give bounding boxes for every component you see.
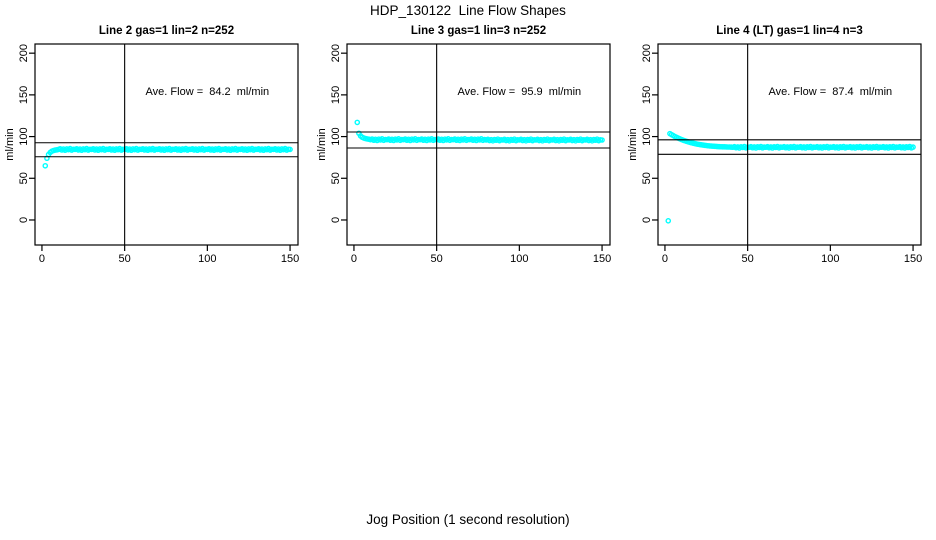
data-point [287,146,293,153]
x-axis: 0 50 100 150 [351,245,611,265]
y-axis: 0 50 100 150 200 [18,44,35,223]
x-tick-label: 150 [593,253,611,265]
x-axis-title: Jog Position (1 second resolution) [366,512,570,527]
flow-panel-line-3: Line 3 gas=1 lin=3 n=252 0 50 100 150 0 50 100 1… [316,25,611,265]
panel-title: Line 2 gas=1 lin=2 n=252 [99,25,234,37]
y-tick-label: 150 [330,86,342,104]
x-axis: 0 50 100 150 [662,245,922,265]
panel-title: Line 3 gas=1 lin=3 n=252 [411,25,546,37]
flow-panel-line-2: Line 2 gas=1 lin=2 n=252 0 50 100 150 0 50 100 1… [4,25,299,265]
y-axis-title: ml/min [316,128,328,160]
x-tick-label: 100 [510,253,528,265]
x-tick-label: 0 [351,253,357,265]
x-tick-label: 0 [39,253,45,265]
x-tick-label: 50 [119,253,131,265]
y-tick-label: 200 [641,44,653,62]
data-point [910,144,916,150]
figure-title: HDP_130122 Line Flow Shapes [370,3,566,18]
data-point [599,137,605,143]
x-tick-label: 150 [281,253,299,265]
y-axis-title: ml/min [627,128,639,160]
x-tick-label: 50 [742,253,754,265]
scatter-points [42,145,293,169]
y-axis: 0 50 100 150 200 [330,44,347,223]
x-tick-label: 0 [662,253,668,265]
y-tick-label: 100 [18,127,30,145]
y-tick-label: 150 [18,86,30,104]
x-tick-label: 50 [431,253,443,265]
data-point [354,119,361,126]
y-tick-label: 100 [330,127,342,145]
ave-flow-annotation: Ave. Flow = 87.4 ml/min [769,86,893,98]
x-tick-label: 100 [198,253,216,265]
x-tick-label: 150 [904,253,922,265]
scatter-points [665,130,916,224]
scatter-points [354,119,605,144]
y-tick-label: 0 [18,217,30,223]
y-axis-title: ml/min [4,128,16,160]
panel-title: Line 4 (LT) gas=1 lin=4 n=3 [716,25,862,37]
ave-flow-annotation: Ave. Flow = 84.2 ml/min [146,86,270,98]
y-tick-label: 0 [330,217,342,223]
y-tick-label: 200 [330,44,342,62]
plot-border [346,43,611,246]
plot-border [657,43,922,246]
y-tick-label: 50 [18,172,30,184]
y-tick-label: 100 [641,127,653,145]
y-tick-label: 150 [641,86,653,104]
data-point [665,218,672,224]
y-tick-label: 200 [18,44,30,62]
x-axis: 0 50 100 150 [39,245,299,265]
flow-panel-line-4-lt: Line 4 (LT) gas=1 lin=4 n=3 0 50 100 150 0 50 1… [627,25,922,265]
x-tick-label: 100 [821,253,839,265]
y-tick-label: 50 [641,172,653,184]
plot-border [34,43,299,246]
y-tick-label: 0 [641,217,653,223]
y-tick-label: 50 [330,172,342,184]
y-axis: 0 50 100 150 200 [641,44,658,223]
ave-flow-annotation: Ave. Flow = 95.9 ml/min [458,86,582,98]
data-point [42,162,49,169]
